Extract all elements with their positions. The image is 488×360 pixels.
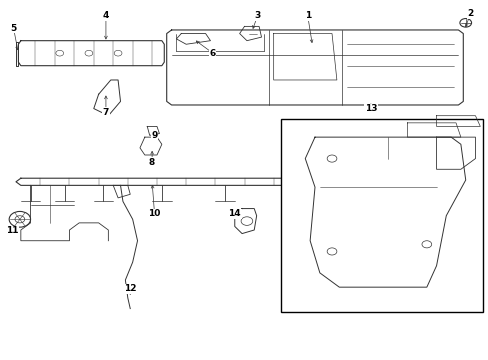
Text: 5: 5 xyxy=(10,24,17,33)
Text: 11: 11 xyxy=(6,226,18,235)
Text: 1: 1 xyxy=(304,11,310,20)
Text: 10: 10 xyxy=(148,210,161,219)
Text: 6: 6 xyxy=(209,49,216,58)
Text: 4: 4 xyxy=(102,11,109,20)
Text: 2: 2 xyxy=(467,9,473,18)
Text: 13: 13 xyxy=(364,104,376,113)
Text: 12: 12 xyxy=(124,284,136,293)
Text: 3: 3 xyxy=(254,11,260,20)
Text: 14: 14 xyxy=(228,210,241,219)
Text: 8: 8 xyxy=(149,158,155,167)
Bar xyxy=(281,119,482,312)
Text: 7: 7 xyxy=(102,108,109,117)
Text: 9: 9 xyxy=(151,131,158,140)
